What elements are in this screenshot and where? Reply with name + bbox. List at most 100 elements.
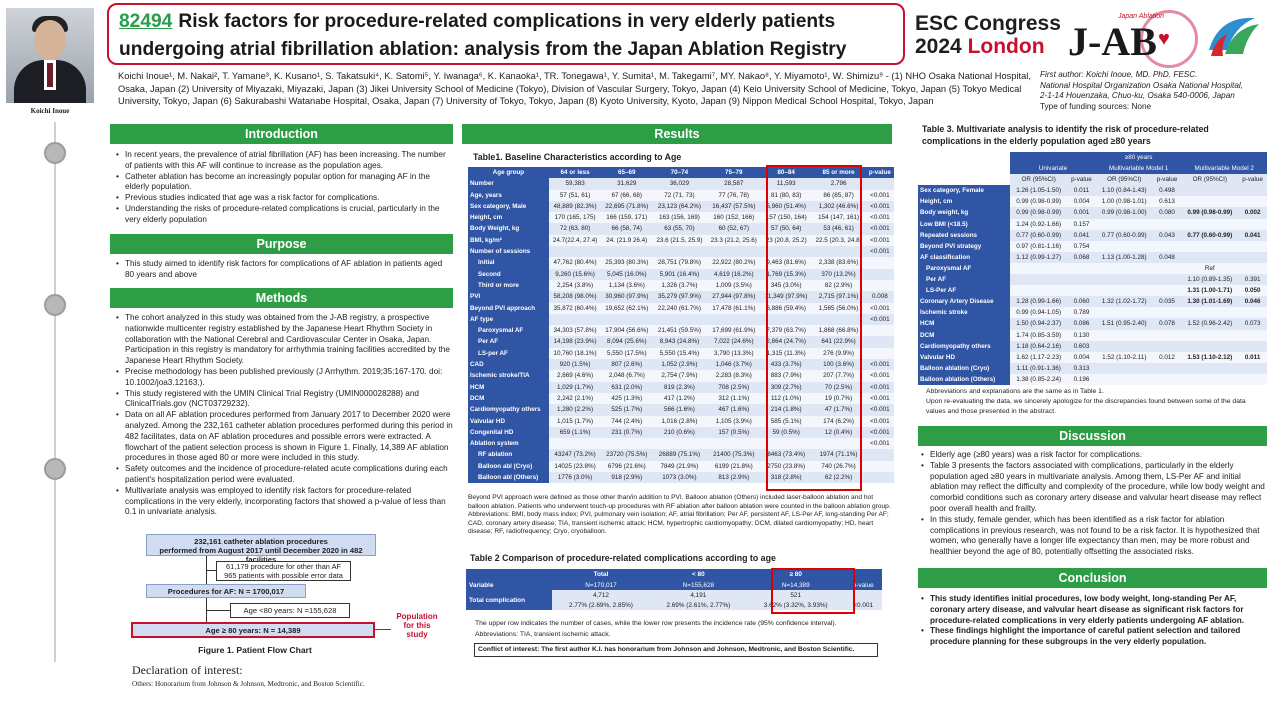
table1-cell: 9,260 (15.6%) (548, 268, 602, 280)
table-row: Cardiomyopathy others 1,280 (2.2%) 525 (1.… (468, 404, 894, 416)
table1-row-label: Number (468, 178, 549, 190)
table3-cell: 0.078 (1152, 318, 1182, 330)
table1-cell: 813 (2.9%) (706, 472, 761, 484)
table-row: Ablation system <0.001 (468, 438, 894, 450)
table1-cell: 525 (1.7%) (601, 404, 653, 416)
table3-note1: Abbreviations and explanations are the s… (926, 388, 1104, 395)
table-row: Sex category, Female 1.26 (1.05-1.50) 0.01… (918, 185, 1267, 197)
table2-subheader-cell: N=14,389 (747, 580, 845, 590)
table2-complications: Total < 80 ≥ 80 Variable N=170,017 N=155,628… (466, 569, 882, 610)
table2-subheader-cell: N=170,017 (552, 580, 650, 590)
table1-cell: 5,550 (17.5%) (601, 347, 653, 360)
table-row: Beyond PVI strategy 0.97 (0.81-1.16) 0.754 (918, 240, 1267, 252)
esc-congress-logo: ESC Congress 2024 London (915, 12, 1061, 58)
table3-cell (1095, 362, 1153, 374)
table3-cell (1152, 285, 1182, 297)
table2-note2: Abbreviations: TIA, transient ischemic a… (475, 630, 611, 638)
table1-cell: 1,868 (66.8%) (811, 325, 866, 337)
table3-cell (1181, 307, 1239, 319)
conclusion-bullet: This study identifies initial procedures… (921, 594, 1270, 626)
table1-cell: 60 (52, 67) (706, 223, 761, 235)
table1-cell: 21,451 (59.5%) (652, 325, 707, 337)
table3-cell (1067, 285, 1096, 297)
table1-cell: <0.001 (865, 234, 894, 247)
table2-row-label: Total complication (466, 590, 553, 610)
conclusion-bullet: These findings highlight the importance … (921, 626, 1270, 648)
table1-cell: 48,889 (82.3%) (548, 200, 602, 213)
table3-cell: 0.068 (1067, 251, 1096, 263)
table-row: AF classification 1.12 (0.99-1.27) 0.068 1.… (918, 251, 1267, 263)
table1-row-label: Body Weight, kg (468, 223, 549, 235)
table2-subheader: Variable N=170,017 N=155,628 N=14,389 p-valu… (466, 580, 882, 590)
table1-row-label: LS-per AF (468, 347, 549, 360)
author-list: Koichi Inoue¹, M. Nakai², T. Yamane³, K.… (118, 71, 1031, 107)
introduction-heading: Introduction (110, 124, 453, 144)
table1-cell: 157 (0.5%) (706, 426, 761, 439)
table-row: Per AF 14,198 (23.9%) 8,094 (25.6%) 8,943 (… (468, 336, 894, 348)
table1-row-label: CAD (468, 359, 549, 371)
jhrs-text: Japanese Heart Rhythm Society (1140, 70, 1155, 71)
table-row: Balloon ablation (Cryo) 1.11 (0.91-1.36) 0… (918, 362, 1267, 374)
table3-cell: 0.99 (0.98-0.99) (1181, 207, 1239, 219)
table3-row-label: Balloon ablation (Others) (918, 373, 1011, 385)
table1-cell: 22,695 (71.8%) (601, 200, 653, 213)
table3-cell: 0.080 (1152, 207, 1182, 219)
table3-subheader-cell: OR (95%CI) (1010, 174, 1068, 186)
flow-box-af: Procedures for AF: N = 1700,017 (146, 584, 306, 598)
table1-cell: 17,904 (56.6%) (601, 325, 653, 337)
table1-cell (811, 313, 866, 326)
abstract-number: 82494 (119, 11, 173, 32)
intro-bullet: In recent years, the prevalence of atria… (116, 150, 453, 172)
table1-cell: 309 (2.7%) (760, 381, 812, 393)
table1-cell: 1,052 (2.9%) (652, 359, 707, 371)
introduction-body: In recent years, the prevalence of atria… (116, 150, 453, 226)
table-row: Body Weight, kg 72 (63, 80) 66 (58, 74) 63 … (468, 223, 894, 235)
table1-cell: 2,754 (7.9%) (652, 370, 707, 382)
table1-cell: 8463 (73.4%) (760, 449, 812, 461)
table3-cell: 0.041 (1238, 229, 1267, 241)
table3-subheader-cell: p-value (1238, 174, 1267, 186)
title-text: Risk factors for procedure-related compl… (119, 11, 847, 60)
table1-cell: 28,587 (706, 178, 761, 190)
table1-cell: 1073 (3.0%) (652, 472, 707, 484)
table1-cell: 14025 (23.8%) (548, 460, 602, 473)
table1-header-cell: Age group (468, 167, 549, 179)
table1-cell: 36,029 (652, 178, 707, 190)
table3-cell (1238, 251, 1267, 263)
table3-row-label: Balloon ablation (Cryo) (918, 362, 1011, 374)
purpose-bullet: This study aimed to identify risk factor… (116, 259, 453, 281)
table1-row-label: HCM (468, 381, 549, 393)
fa-line: 2-1-14 Houenzaka, Chuo-ku, Osaka 540-000… (1040, 91, 1235, 101)
table3-cell: 1.11 (0.91-1.36) (1010, 362, 1068, 374)
table1-cell: 1,015 (1.7%) (548, 415, 602, 427)
flow-arrow (206, 610, 230, 611)
table3-cell (1152, 218, 1182, 230)
fa-line: National Hospital Organization Osaka Nat… (1040, 80, 1243, 90)
table1-cell: 23 (20.8, 25.2) (760, 234, 812, 247)
table1-cell: 2,242 (2.1%) (548, 392, 602, 405)
table3-multivariate: ≥80 years Univariate Multivariable Model … (918, 152, 1267, 385)
table1-cell: 318 (2.8%) (760, 472, 812, 484)
table1-cell: 72 (71, 73) (652, 189, 707, 201)
table2-row-rate: 2.77% (2.69%, 2.85%) 2.69% (2.61%, 2.77%)… (466, 600, 882, 610)
table1-row-label: Ablation system (468, 438, 549, 450)
introduction-list: In recent years, the prevalence of atria… (116, 150, 453, 226)
table3-notes: Abbreviations and explanations are the s… (926, 387, 1266, 417)
conclusion-heading: Conclusion (918, 568, 1267, 588)
table1-cell: 59 (0.5%) (760, 426, 812, 439)
table1-cell: 26889 (75.1%) (652, 449, 707, 461)
table1-cell (865, 325, 894, 337)
table-row: PVI 58,208 (98.0%) 30,960 (97.9%) 35,279 (9… (468, 291, 894, 303)
table1-cell: 11,593 (760, 178, 812, 190)
table1-cell: 883 (7.9%) (760, 370, 812, 382)
table1-cell: 1,009 (3.5%) (706, 279, 761, 292)
table1-cell: 6,886 (59.4%) (760, 302, 812, 314)
table2-header-cell: ≥ 80 (747, 569, 845, 580)
table2-cell: 2.69% (2.61%, 2.77%) (649, 600, 748, 610)
table3-cell: 0.004 (1067, 351, 1096, 363)
table3-group: ≥80 years (1010, 152, 1267, 164)
table1-row-label: BMI, kg/m² (468, 234, 549, 247)
table-row: Balloon ablation (Others) 1.38 (0.85-2.24… (918, 373, 1267, 385)
timeline-line (54, 122, 56, 662)
table-row: Number of sessions <0.001 (468, 246, 894, 258)
